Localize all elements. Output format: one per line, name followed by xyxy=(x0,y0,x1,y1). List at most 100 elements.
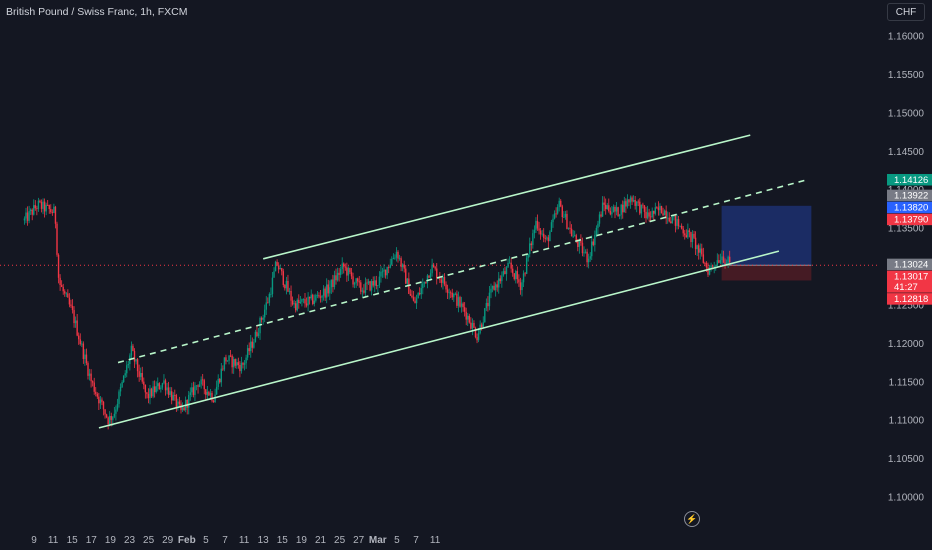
candle-body xyxy=(702,254,705,263)
candle-body xyxy=(518,279,520,283)
candle-body xyxy=(135,359,137,362)
candle-body xyxy=(208,391,210,396)
candle-body xyxy=(508,262,511,264)
candle-body xyxy=(56,223,58,255)
candle-body xyxy=(353,283,356,285)
price-label-text: 1.12818 xyxy=(894,294,928,305)
candle-body xyxy=(605,204,607,210)
candle-body xyxy=(257,333,260,337)
candle-body xyxy=(569,227,571,229)
time-tick-label: 11 xyxy=(239,535,250,546)
price-tick-label: 1.11500 xyxy=(889,377,925,388)
candle-body xyxy=(550,222,553,232)
candle-body xyxy=(110,415,112,420)
candle-body xyxy=(198,384,201,387)
candle-body xyxy=(226,360,229,362)
candle-body xyxy=(222,368,224,370)
candle-body xyxy=(383,269,385,272)
candle-body xyxy=(668,217,670,222)
candle-body xyxy=(611,212,613,215)
candle-body xyxy=(349,268,351,273)
candle-body xyxy=(33,205,35,215)
channel-middle-dashed-line[interactable] xyxy=(117,178,808,364)
candle-body xyxy=(450,292,452,294)
candle-body xyxy=(643,205,646,212)
candle-body xyxy=(586,251,588,263)
candle-body xyxy=(101,399,103,402)
candle-body xyxy=(498,278,500,288)
candle-body xyxy=(236,362,238,366)
candle-body xyxy=(192,387,195,395)
candle-body xyxy=(322,288,325,296)
candle-body xyxy=(468,315,470,323)
candle-body xyxy=(172,395,174,401)
candle-body xyxy=(512,268,514,274)
candle-body xyxy=(260,317,263,320)
candle-body xyxy=(375,280,377,287)
candle-body xyxy=(330,279,333,288)
candle-body xyxy=(122,375,125,383)
candle-body xyxy=(516,271,519,280)
candle-body xyxy=(507,262,509,268)
candle-body xyxy=(357,278,359,282)
candle-body xyxy=(691,233,694,243)
trend-channel[interactable] xyxy=(98,134,808,429)
candle-body xyxy=(144,384,147,393)
time-tick-label: 11 xyxy=(430,535,441,546)
channel-upper-line[interactable] xyxy=(263,134,751,260)
candle-body xyxy=(553,213,556,219)
candle-body xyxy=(95,391,97,394)
candle-body xyxy=(276,261,278,266)
candle-body xyxy=(265,302,267,310)
candle-body xyxy=(391,259,393,265)
candle-body xyxy=(603,202,605,205)
candle-body xyxy=(78,335,80,340)
candle-body xyxy=(296,299,298,311)
candle-body xyxy=(209,392,212,396)
candle-body xyxy=(515,271,517,280)
candle-body xyxy=(411,295,413,298)
candle-body xyxy=(445,284,447,290)
candle-body xyxy=(310,294,312,299)
candle-body xyxy=(178,401,181,404)
price-label-box xyxy=(887,189,932,202)
candle-body xyxy=(595,227,598,236)
candle-body xyxy=(454,293,457,295)
channel-lower-line[interactable] xyxy=(98,250,780,429)
candle-body xyxy=(688,230,691,233)
lightning-icon[interactable]: ⚡ xyxy=(684,511,700,527)
candle-body xyxy=(367,281,370,284)
candle-body xyxy=(98,396,100,404)
candle-body xyxy=(164,380,167,391)
candle-body xyxy=(618,214,621,217)
candle-body xyxy=(521,282,523,291)
candle-body xyxy=(395,251,398,258)
candle-body xyxy=(513,273,515,280)
candle-body xyxy=(91,381,94,383)
candle-body xyxy=(662,213,664,216)
candle-body xyxy=(39,200,41,203)
candle-body xyxy=(157,383,159,387)
candle-body xyxy=(34,205,36,209)
candle-body xyxy=(640,204,643,214)
price-label-countdown: 41:27 xyxy=(894,282,918,293)
candle-body xyxy=(228,355,230,361)
candle-body xyxy=(215,386,218,395)
time-axis[interactable]: 9 11 15 17 19 23 25 29 Feb 5 7 11 13 15 19 21 25 27 Mar 5 7 1… xyxy=(31,535,441,546)
candle-body xyxy=(291,300,294,305)
price-tick-label: 1.11000 xyxy=(889,416,925,427)
candle-body xyxy=(372,281,374,286)
candle-body xyxy=(284,285,286,289)
candle-body xyxy=(484,308,486,323)
candle-body xyxy=(59,277,61,286)
candle-body xyxy=(315,295,317,301)
price-tick-label: 1.14500 xyxy=(888,147,925,158)
candle-body xyxy=(453,294,455,298)
candle-body xyxy=(217,378,219,387)
currency-button[interactable]: CHF xyxy=(887,3,925,21)
candles xyxy=(23,194,731,430)
candle-body xyxy=(425,281,427,284)
candle-body xyxy=(609,211,612,215)
